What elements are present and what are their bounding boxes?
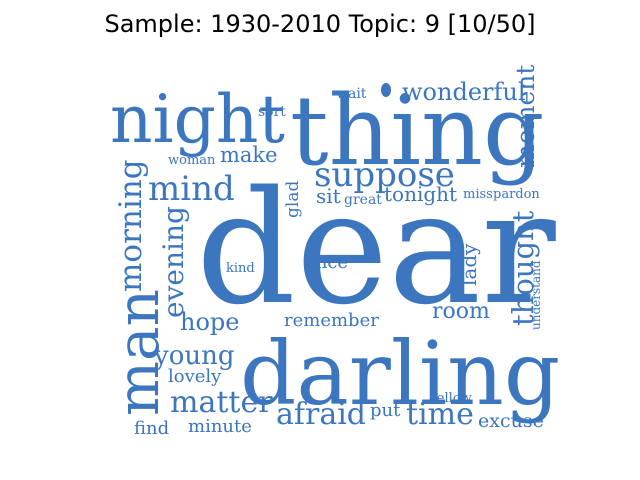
word-wonderful: wonderful bbox=[402, 78, 526, 106]
word-wait: wait bbox=[336, 86, 367, 102]
word-night: night bbox=[110, 81, 285, 158]
word-hope: hope bbox=[180, 308, 239, 336]
word-matter: matter bbox=[170, 385, 273, 420]
word-suppose: suppose bbox=[314, 155, 455, 195]
word-tonight: tonight bbox=[384, 182, 457, 206]
word-time: time bbox=[406, 397, 474, 432]
word-understand: understand bbox=[529, 260, 543, 330]
word-moment: moment bbox=[511, 65, 540, 168]
word-put: put bbox=[370, 400, 401, 421]
word-room: room bbox=[432, 299, 490, 324]
word-nice: nice bbox=[310, 252, 348, 273]
dot-mark bbox=[381, 83, 391, 97]
word-young: young bbox=[153, 341, 234, 371]
word-excuse: excuse bbox=[478, 410, 544, 432]
word-afraid: afraid bbox=[276, 397, 366, 432]
word-mind: mind bbox=[148, 169, 235, 209]
word-fellow: fellow bbox=[432, 391, 472, 406]
word-sort: sort bbox=[258, 104, 286, 120]
word-find: find bbox=[134, 418, 169, 439]
word-glad: glad bbox=[283, 181, 303, 218]
word-kind: kind bbox=[226, 261, 255, 276]
word-lady: lady bbox=[457, 243, 481, 286]
word-make: make bbox=[220, 143, 278, 167]
word-darling: darling bbox=[240, 322, 560, 425]
word-man: man bbox=[104, 289, 172, 416]
word-miss: miss bbox=[463, 187, 493, 202]
word-great: great bbox=[344, 192, 382, 208]
word-minute: minute bbox=[188, 416, 252, 437]
word-dear: dear bbox=[196, 157, 556, 339]
word-woman: woman bbox=[168, 153, 216, 168]
word-morning: morning bbox=[113, 159, 149, 292]
word-evening: evening bbox=[157, 206, 190, 318]
figure-title: Sample: 1930-2010 Topic: 9 [10/50] bbox=[104, 10, 536, 38]
word-lovely: lovely bbox=[168, 366, 222, 387]
word-remember: remember bbox=[284, 310, 379, 331]
word-thought: thought bbox=[506, 210, 540, 326]
word-thing: thing bbox=[290, 75, 544, 187]
word-pardon: pardon bbox=[493, 187, 540, 202]
word-sit: sit bbox=[316, 184, 341, 208]
